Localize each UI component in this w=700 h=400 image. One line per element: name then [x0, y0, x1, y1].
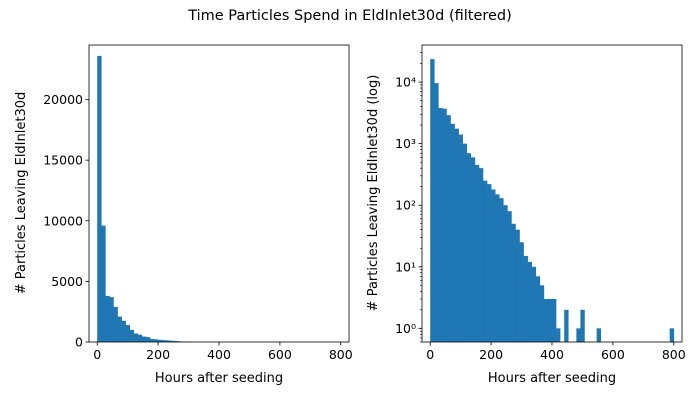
y-tick-label: 10²	[395, 198, 416, 213]
histogram-bar	[442, 108, 447, 343]
histogram-bar	[446, 115, 451, 342]
histogram-bar	[487, 184, 492, 342]
histogram-bar	[478, 168, 484, 342]
log-plot-frame	[421, 44, 683, 343]
x-tick-label: 800	[329, 347, 353, 362]
log-bars	[430, 59, 675, 343]
histogram-bar	[543, 298, 549, 342]
x-tick-label: 600	[268, 347, 292, 362]
x-tick-label: 600	[601, 347, 625, 362]
histogram-bar	[158, 339, 163, 342]
histogram-bar	[499, 198, 504, 342]
histogram-bar	[482, 180, 488, 342]
histogram-bar	[438, 107, 443, 342]
histogram-bar	[511, 223, 516, 342]
x-tick-label: 200	[479, 347, 503, 362]
x-tick-label: 800	[662, 347, 686, 362]
histogram-bar	[101, 225, 106, 342]
histogram-bar	[466, 153, 472, 342]
histogram-bar	[174, 341, 179, 342]
histogram-bar	[539, 285, 545, 342]
y-tick-label: 10³	[395, 136, 416, 151]
x-tick-label: 400	[540, 347, 564, 362]
y-tick-label: 10⁰	[395, 321, 416, 336]
histogram-bar	[474, 164, 480, 342]
histogram-bar	[507, 211, 512, 342]
histogram-bar	[580, 309, 585, 342]
histogram-bar	[133, 333, 139, 342]
log-x-axis-label: Hours after seeding	[488, 371, 616, 386]
y-tick-label: 15000	[43, 153, 83, 168]
histogram-bar	[547, 298, 553, 342]
histogram-bar	[430, 59, 435, 343]
histogram-bar	[154, 339, 159, 342]
histogram-bar	[491, 189, 496, 342]
linear-y-ticks: 0 5000 10000 15000 20000	[43, 92, 89, 350]
y-tick-label: 10¹	[395, 259, 416, 274]
linear-plot-frame	[88, 44, 350, 343]
histogram-bar	[515, 229, 520, 342]
histogram-bar	[137, 334, 143, 342]
histogram-bar	[97, 55, 102, 342]
histogram-bar	[503, 205, 508, 342]
histogram-bar	[458, 134, 463, 342]
histogram-bar	[141, 336, 147, 342]
x-tick-label: 200	[146, 347, 170, 362]
histogram-bar	[531, 266, 537, 342]
log-y-axis-label: # Particles Leaving EldInlet30d (log)	[366, 75, 381, 312]
histogram-bar	[495, 194, 500, 342]
histogram-bar	[519, 242, 524, 342]
histogram-bar	[576, 328, 581, 342]
histogram-bar	[129, 329, 135, 342]
histogram-bar	[523, 255, 528, 342]
histogram-bar	[170, 340, 175, 342]
log-histogram-panel: 0 200 400 600 800 10⁰ 10¹ 10² 10³ 10⁴ Hours afte…	[366, 44, 686, 386]
y-tick-label: 20000	[43, 92, 83, 107]
histogram-bar	[527, 261, 532, 342]
y-tick-label: 0	[75, 335, 83, 350]
y-tick-label: 10⁴	[395, 75, 416, 90]
histogram-bar	[454, 128, 459, 342]
linear-histogram-panel: 0 200 400 600 800 0 5000 10000 15000 20000 Hours…	[14, 44, 353, 386]
linear-bars	[97, 55, 195, 342]
histogram-bar	[556, 328, 561, 342]
histogram-bar	[552, 298, 557, 342]
histogram-bar	[162, 340, 167, 342]
histogram-bar	[462, 143, 468, 342]
histogram-bar	[535, 276, 541, 342]
histogram-bar	[109, 297, 114, 342]
histogram-bar	[105, 295, 110, 342]
log-y-ticks: 10⁰ 10¹ 10² 10³ 10⁴	[395, 52, 422, 343]
histogram-bar	[450, 123, 455, 342]
y-tick-label: 10000	[43, 213, 83, 228]
x-tick-label: 400	[207, 347, 231, 362]
figure-suptitle: Time Particles Spend in EldInlet30d (fil…	[187, 8, 512, 24]
histogram-bar	[125, 325, 130, 342]
histogram-bar	[145, 337, 151, 342]
x-tick-label: 0	[426, 347, 434, 362]
histogram-bar	[121, 320, 126, 342]
histogram-bar	[596, 328, 602, 342]
histogram-bar	[434, 83, 439, 342]
linear-x-axis-label: Hours after seeding	[155, 371, 283, 386]
histogram-bar	[564, 309, 569, 342]
histogram-bar	[117, 316, 122, 342]
y-tick-label: 5000	[51, 274, 83, 289]
histogram-bar	[113, 306, 118, 342]
log-x-ticks: 0 200 400 600 800	[426, 342, 686, 362]
x-tick-label: 0	[93, 347, 101, 362]
histogram-bar	[149, 338, 155, 342]
histogram-bar	[669, 328, 675, 342]
linear-y-axis-label: # Particles Leaving EldInlet30d	[14, 92, 29, 295]
linear-x-ticks: 0 200 400 600 800	[93, 342, 353, 362]
histogram-bar	[470, 157, 476, 342]
histogram-bar	[166, 340, 171, 342]
